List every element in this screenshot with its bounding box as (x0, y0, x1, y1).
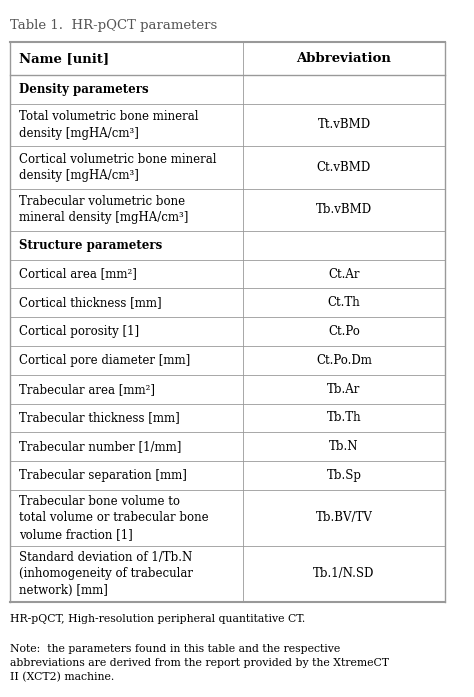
Text: Tb.N: Tb.N (329, 441, 359, 453)
Text: Note:  the parameters found in this table and the respective
abbreviations are d: Note: the parameters found in this table… (10, 643, 390, 682)
Text: Standard deviation of 1/Tb.N
(inhomogeneity of trabecular
network) [mm]: Standard deviation of 1/Tb.N (inhomogene… (19, 551, 193, 597)
Text: Tb.Ar: Tb.Ar (327, 383, 361, 396)
Text: Cortical porosity [1]: Cortical porosity [1] (19, 325, 140, 338)
Text: Ct.Po.Dm: Ct.Po.Dm (316, 354, 372, 367)
Text: Cortical thickness [mm]: Cortical thickness [mm] (19, 296, 162, 309)
Text: Density parameters: Density parameters (19, 83, 149, 96)
Text: Ct.Th: Ct.Th (328, 296, 360, 309)
Text: Trabecular separation [mm]: Trabecular separation [mm] (19, 469, 187, 482)
Text: Tt.vBMD: Tt.vBMD (318, 118, 371, 132)
Text: Tb.1/N.SD: Tb.1/N.SD (313, 567, 374, 581)
Text: Tb.vBMD: Tb.vBMD (316, 204, 372, 216)
Text: Cortical volumetric bone mineral
density [mgHA/cm³]: Cortical volumetric bone mineral density… (19, 153, 217, 182)
Text: Name [unit]: Name [unit] (19, 52, 109, 65)
Text: HR-pQCT, High-resolution peripheral quantitative CT.: HR-pQCT, High-resolution peripheral quan… (10, 614, 306, 625)
Text: Ct.Ar: Ct.Ar (328, 268, 360, 281)
Text: Tb.Sp: Tb.Sp (327, 469, 362, 482)
Text: Trabecular bone volume to
total volume or trabecular bone
volume fraction [1]: Trabecular bone volume to total volume o… (19, 495, 209, 541)
Text: Table 1.  HR-pQCT parameters: Table 1. HR-pQCT parameters (10, 19, 218, 32)
Text: Trabecular number [1/mm]: Trabecular number [1/mm] (19, 441, 182, 453)
Text: Cortical area [mm²]: Cortical area [mm²] (19, 268, 137, 281)
Text: Structure parameters: Structure parameters (19, 239, 163, 252)
Text: Tb.BV/TV: Tb.BV/TV (316, 512, 373, 524)
Text: Total volumetric bone mineral
density [mgHA/cm³]: Total volumetric bone mineral density [m… (19, 110, 199, 139)
Text: Trabecular volumetric bone
mineral density [mgHA/cm³]: Trabecular volumetric bone mineral densi… (19, 195, 189, 224)
Text: Tb.Th: Tb.Th (327, 411, 361, 424)
Text: Trabecular thickness [mm]: Trabecular thickness [mm] (19, 411, 180, 424)
Text: Abbreviation: Abbreviation (297, 52, 392, 65)
Text: Cortical pore diameter [mm]: Cortical pore diameter [mm] (19, 354, 191, 367)
Text: Ct.Po: Ct.Po (328, 325, 360, 338)
Text: Ct.vBMD: Ct.vBMD (317, 161, 371, 174)
Text: Trabecular area [mm²]: Trabecular area [mm²] (19, 383, 155, 396)
